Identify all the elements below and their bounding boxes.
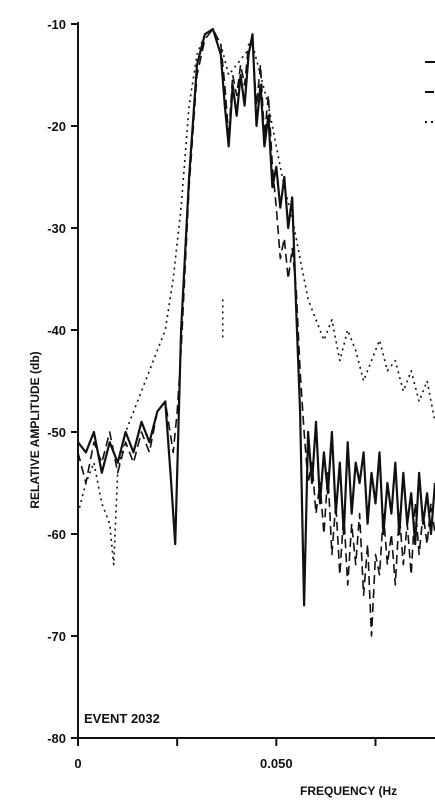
series-dashed-line (77, 28, 435, 637)
legend-marks (425, 61, 435, 123)
series-layer (77, 28, 435, 637)
y-tick-label: -10 (47, 17, 66, 32)
y-axis-title: RELATIVE AMPLITUDE (db) (28, 351, 42, 508)
y-tick-label: -60 (47, 527, 66, 542)
y-tick-label: -40 (47, 323, 66, 338)
y-tick-label: -80 (47, 731, 66, 746)
event-label: EVENT 2032 (84, 711, 160, 726)
x-axis-ticks: 0 0.050 (74, 738, 377, 771)
series-dotted-line (77, 28, 435, 566)
y-tick-label: -50 (47, 425, 66, 440)
y-tick-label: -30 (47, 221, 66, 236)
x-axis-title: FREQUENCY (Hz (300, 784, 397, 798)
y-tick-label: -70 (47, 629, 66, 644)
y-tick-label: -20 (47, 119, 66, 134)
x-tick-label: 0.050 (260, 756, 293, 771)
chart-axes (77, 22, 435, 739)
y-axis-ticks: -10 -20 -30 -40 -50 -60 -70 -80 (47, 17, 78, 746)
series-solid-line (77, 28, 435, 607)
x-tick-label: 0 (74, 756, 81, 771)
